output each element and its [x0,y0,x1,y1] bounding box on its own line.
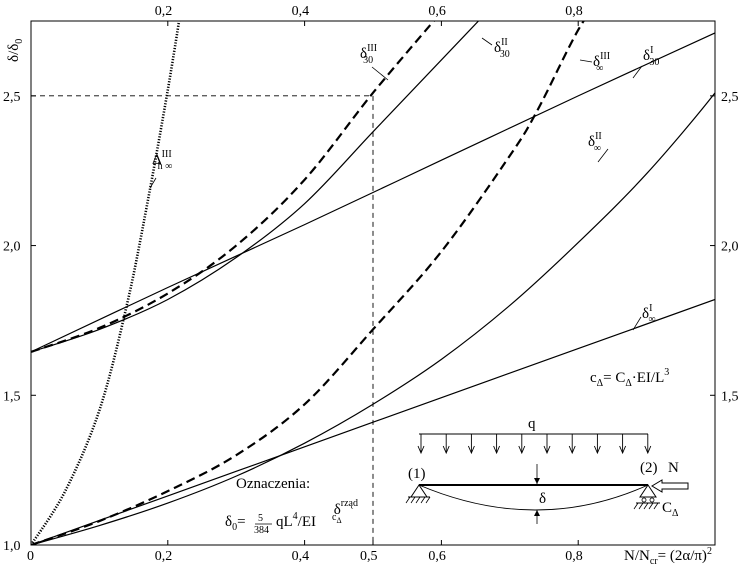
leader-delta-inf-I [632,316,642,331]
load-arrow-head [467,445,475,455]
c-delta-formula: cΔ= CΔ·EI/L3 [590,367,669,389]
legend-formula-rhs: qL4/EI [276,511,316,530]
deflected-shape [418,484,649,511]
series-delta-30-I [31,32,715,353]
leader-delta-inf-II [597,148,609,163]
force-arrow [651,479,689,493]
y-tick-label-right: 2,5 [721,90,739,105]
x-tick-label-bottom: 0,5 [360,549,378,564]
spring-label: CΔ [662,500,679,519]
label-delta-inf-II: δII ∞ [588,131,602,154]
y-tick-label-right: 2,0 [721,240,739,255]
leader-delta-30-II [481,37,493,46]
x-tick-label-bottom: 0 [27,549,34,564]
leader-delta-30-I [632,65,643,79]
ticks: 0 0,2 0,4 0,5 0,6 0,8 0,2 0,4 0,6 0,8 1,0 1,5 2,0 2,5… [3,4,739,564]
load-arrow-head [568,445,576,455]
leader-Delta-h-inf-III [149,177,157,189]
deflection-arrow-bottom [534,510,540,516]
legend-frac-den: 384 [254,525,269,536]
load-arrow-head [644,445,652,455]
series-delta-inf-I [31,298,715,545]
support-right-label: (2) [640,460,658,476]
y-axis-label: δ/δ0 [6,39,25,62]
support-right-roller-2 [649,497,655,503]
x-tick-label-bottom: 0,2 [155,549,173,564]
x-axis-label: N/Ncr= (2α/π)2 [624,546,712,566]
load-arrow-head [493,445,501,455]
x-tick-label-bottom: 0,8 [565,549,583,564]
legend-entry: δrząd cΔ [332,498,358,525]
legend-heading: Oznaczenia: [236,476,310,492]
y-tick-label-left: 2,5 [3,90,21,105]
deflection-label: δ [539,491,546,507]
label-delta-30-II: δII 30 [494,37,510,60]
load-arrow-head [518,445,526,455]
y-tick-label-left: 1,0 [3,539,21,554]
load-arrows [417,434,652,455]
load-arrow-head [619,445,627,455]
x-tick-label-top: 0,4 [292,4,310,19]
support-left-label: (1) [408,466,426,482]
label-delta-inf-III: δIII ∞ [593,51,610,74]
y-tick-label-right: 1,5 [721,389,739,404]
x-tick-label-top: 0,8 [565,4,583,19]
series-delta-30-II [31,21,480,353]
load-arrow-head [417,445,425,455]
x-tick-label-top: 0,2 [155,4,173,19]
legend-block: Oznaczenia: δrząd cΔ δ0= 5 384 qL4/EI [225,476,358,536]
beam-schematic: q (1) (2) N CΔ δ [405,416,689,524]
load-label: q [528,416,536,432]
label-Delta-h-inf-III: ΔIII h ∞ [152,149,172,172]
support-right-hatch [633,502,659,510]
x-tick-label-bottom: 0,6 [428,549,446,564]
y-tick-label-left: 2,0 [3,240,21,255]
leader-delta-inf-III [579,59,593,63]
series-Delta-h-inf-III [31,21,181,545]
load-arrow-head [593,445,601,455]
load-arrow-head [543,445,551,455]
series-delta-inf-II [31,91,715,545]
support-right-roller [641,497,647,503]
series-delta-inf-III [31,21,585,545]
legend-formula: δ0= [225,514,246,533]
force-label: N [668,460,679,476]
guide-lines [31,95,374,545]
support-left-pin [410,484,428,498]
label-delta-30-III: δIII 30 [360,43,377,66]
x-tick-label-bottom: 0,4 [292,549,310,564]
support-right-pin [639,484,657,498]
legend-frac-num: 5 [258,513,263,524]
series-layer [31,21,715,545]
label-delta-inf-I: δI ∞ [642,303,656,325]
leader-delta-30-III [371,66,389,81]
deflection-arrow-top [534,478,540,484]
load-arrow-head [442,445,450,455]
label-delta-30-I: δI 30 [643,45,659,68]
x-tick-label-top: 0,6 [428,4,446,19]
support-left-hatch [405,496,431,504]
series-delta-30-III [31,21,436,353]
y-tick-label-left: 1,5 [3,389,21,404]
curve-annotations: δI ∞ δII ∞ δIII ∞ δI 30 δII 30 δIII 30 ΔIII h ∞ [149,37,659,331]
